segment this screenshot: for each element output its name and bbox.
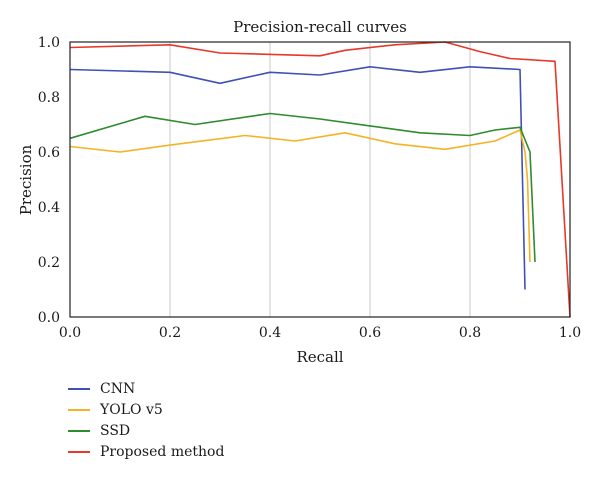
legend-label: Proposed method bbox=[100, 443, 225, 460]
x-tick-label: 1.0 bbox=[559, 325, 581, 341]
x-tick-label: 0.0 bbox=[59, 325, 81, 341]
legend-item: SSD bbox=[68, 420, 224, 441]
x-axis-label: Recall bbox=[296, 348, 343, 366]
legend-item: CNN bbox=[68, 378, 224, 399]
legend-label: SSD bbox=[100, 422, 131, 439]
y-tick-label: 0.8 bbox=[38, 90, 60, 106]
x-tick-label: 0.2 bbox=[159, 325, 181, 341]
legend-swatch bbox=[68, 450, 90, 453]
chart-legend: CNN YOLO v5 SSD Proposed method bbox=[68, 378, 224, 462]
y-tick-label: 0.6 bbox=[38, 145, 60, 161]
legend-label: YOLO v5 bbox=[100, 401, 163, 418]
y-tick-label: 0.2 bbox=[38, 255, 60, 271]
legend-item: Proposed method bbox=[68, 441, 224, 462]
series-line-cnn bbox=[69, 66, 526, 290]
y-axis-label: Precision bbox=[17, 144, 35, 215]
y-tick-label: 0.0 bbox=[38, 310, 60, 326]
legend-label: CNN bbox=[100, 380, 136, 397]
legend-item: YOLO v5 bbox=[68, 399, 224, 420]
series-line-yolo-v5 bbox=[69, 129, 531, 263]
grid-lines bbox=[169, 42, 471, 317]
x-tick-label: 0.6 bbox=[359, 325, 381, 341]
x-tick-label: 0.4 bbox=[259, 325, 281, 341]
y-tick-label: 1.0 bbox=[38, 35, 60, 51]
chart-title: Precision-recall curves bbox=[233, 18, 407, 36]
legend-swatch bbox=[68, 408, 90, 411]
plot-frame bbox=[69, 41, 571, 318]
legend-swatch bbox=[68, 429, 90, 432]
x-tick-label: 0.8 bbox=[459, 325, 481, 341]
legend-swatch bbox=[68, 387, 90, 390]
x-ticks: 0.0 0.2 0.4 0.6 0.8 1.0 bbox=[59, 325, 581, 341]
series-line-ssd bbox=[69, 112, 536, 263]
y-tick-label: 0.4 bbox=[38, 200, 60, 216]
series-line-proposed-method bbox=[69, 41, 571, 318]
y-ticks: 0.0 0.2 0.4 0.6 0.8 1.0 bbox=[38, 35, 60, 326]
series-lines bbox=[69, 41, 571, 318]
